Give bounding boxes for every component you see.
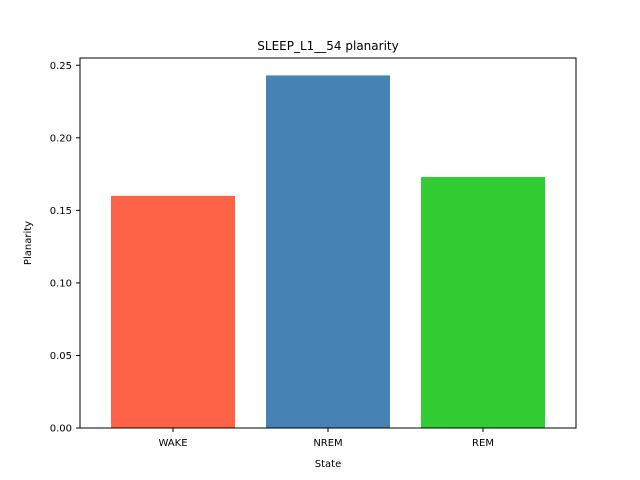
y-tick-label: 0.25 (50, 61, 72, 72)
bar-rem (421, 176, 545, 428)
y-axis-ticks: 0.00 0.05 0.10 0.15 0.20 0.25 (50, 61, 80, 435)
y-tick-label: 0.10 (50, 278, 72, 289)
x-axis-label: State (315, 459, 341, 470)
y-tick-label: 0.05 (50, 351, 72, 362)
x-tick-label: WAKE (158, 438, 187, 449)
y-tick-label: 0.20 (50, 133, 72, 144)
x-tick-label: REM (472, 438, 494, 449)
x-tick-label: NREM (313, 438, 342, 449)
bars-group (111, 75, 545, 428)
y-axis-label: Planarity (23, 221, 34, 265)
chart-title: SLEEP_L1__54 planarity (257, 39, 398, 53)
bar-nrem (266, 75, 390, 428)
y-tick-label: 0.15 (50, 206, 72, 217)
x-axis-ticks: WAKE NREM REM (158, 428, 494, 449)
bar-wake (111, 195, 235, 428)
plot-frame (79, 57, 577, 429)
y-tick-label: 0.00 (50, 424, 72, 435)
